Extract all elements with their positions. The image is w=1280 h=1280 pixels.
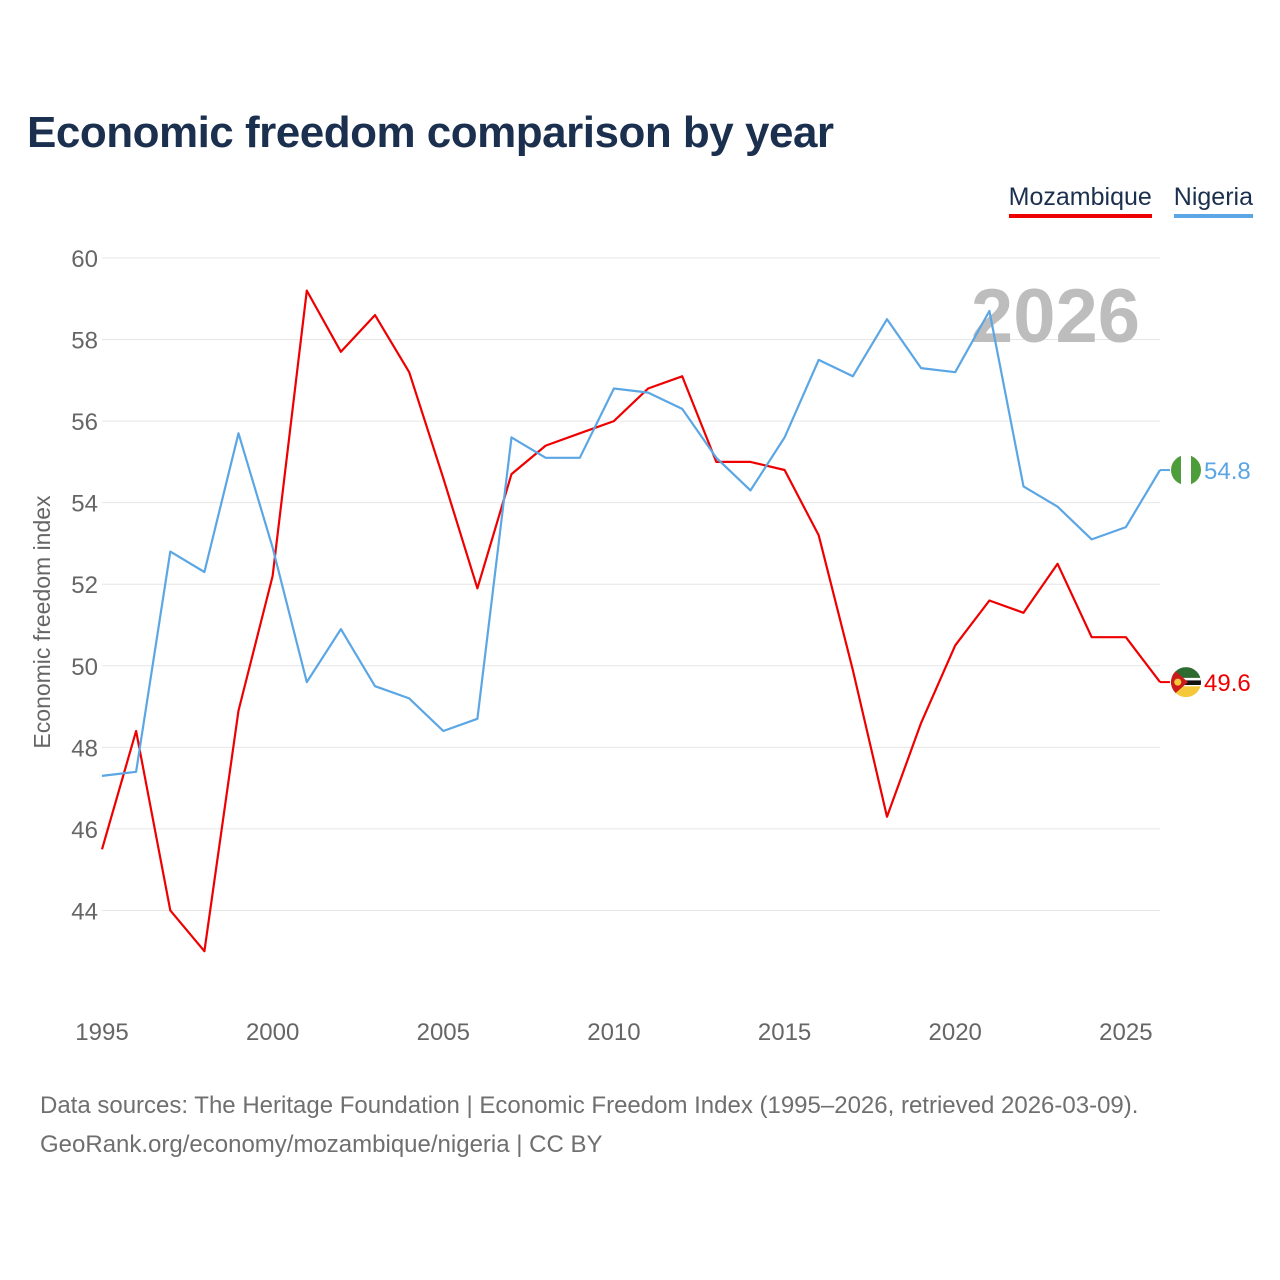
y-tick-label: 54 bbox=[71, 491, 98, 518]
x-tick-label: 2005 bbox=[417, 1019, 470, 1046]
nigeria-flag-icon bbox=[1171, 455, 1201, 486]
series-line-mozambique[interactable] bbox=[100, 289, 1161, 953]
series-lines bbox=[100, 289, 1161, 953]
y-tick-label: 48 bbox=[71, 735, 98, 762]
x-tick-label: 2020 bbox=[929, 1019, 982, 1046]
x-tick-label: 2015 bbox=[758, 1019, 811, 1046]
series-line-nigeria[interactable] bbox=[101, 309, 1161, 777]
series-end-markers: 49.6 54.8 bbox=[1160, 455, 1251, 698]
x-tick-label: 1995 bbox=[75, 1019, 128, 1046]
end-value-label-nigeria: 54.8 bbox=[1204, 458, 1251, 485]
x-tick-label: 2010 bbox=[587, 1019, 640, 1046]
year-watermark: 2026 bbox=[971, 274, 1140, 359]
legend-item-mozambique[interactable]: Mozambique bbox=[1008, 183, 1152, 218]
y-axis-label: Economic freedom index bbox=[29, 495, 55, 749]
footer-link[interactable]: GeoRank.org/economy/mozambique/nigeria |… bbox=[40, 1131, 603, 1158]
gridlines bbox=[102, 257, 1160, 911]
mozambique-flag-icon bbox=[1171, 667, 1201, 698]
y-tick-label: 46 bbox=[71, 817, 98, 844]
y-tick-label: 52 bbox=[71, 572, 98, 599]
y-tick-label: 60 bbox=[71, 246, 98, 273]
chart-title: Economic freedom comparison by year bbox=[27, 108, 834, 157]
legend: Mozambique Nigeria bbox=[1008, 183, 1253, 218]
x-tick-label: 2025 bbox=[1099, 1019, 1152, 1046]
x-axis-ticks: 1995 2000 2005 2010 2015 2020 2025 bbox=[75, 1019, 1152, 1046]
legend-item-nigeria[interactable]: Nigeria bbox=[1173, 183, 1253, 218]
footer: Data sources: The Heritage Foundation | … bbox=[40, 1086, 1138, 1164]
y-tick-label: 44 bbox=[71, 898, 98, 925]
y-tick-label: 50 bbox=[71, 654, 98, 681]
x-tick-label: 2000 bbox=[246, 1019, 299, 1046]
y-tick-label: 56 bbox=[71, 409, 98, 436]
end-value-label-mozambique: 49.6 bbox=[1204, 670, 1251, 697]
y-tick-label: 58 bbox=[71, 328, 98, 355]
y-axis-ticks: 44 46 48 50 52 54 56 58 60 bbox=[71, 246, 98, 925]
footer-source: Data sources: The Heritage Foundation | … bbox=[40, 1092, 1139, 1119]
